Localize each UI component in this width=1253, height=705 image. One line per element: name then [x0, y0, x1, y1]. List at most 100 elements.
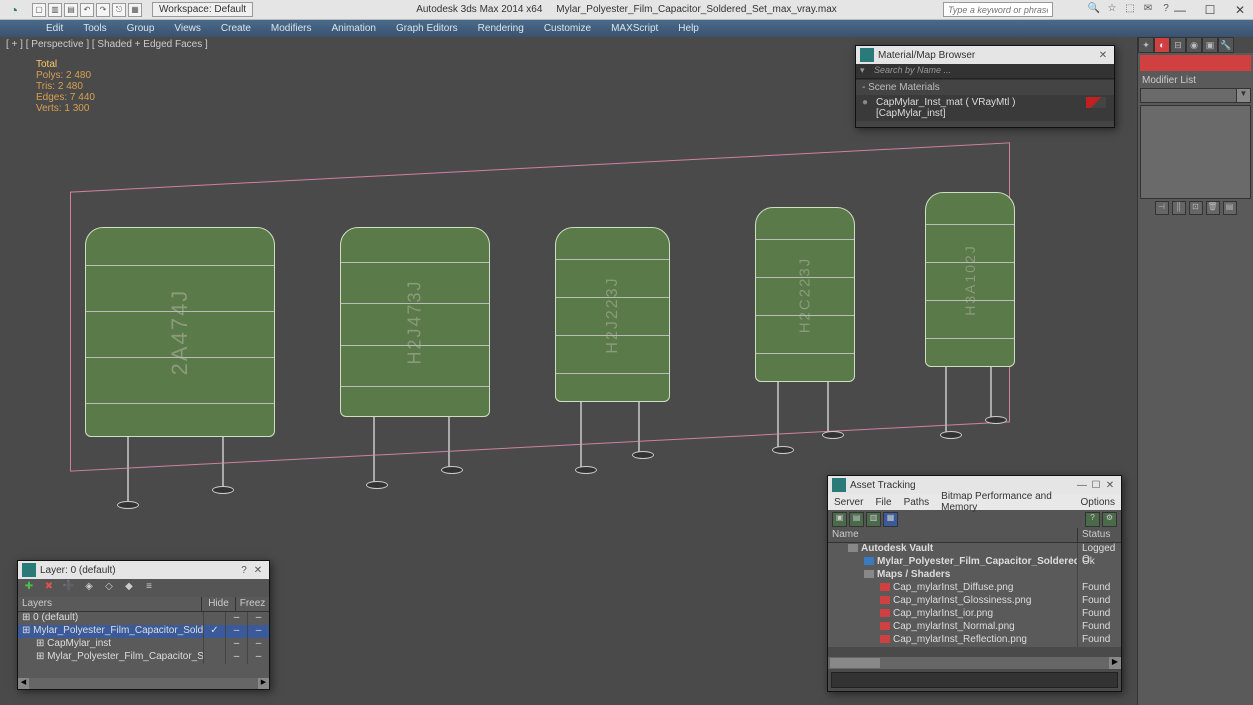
tab-modify-icon[interactable]: ◐	[1154, 37, 1170, 53]
asset-hscrollbar[interactable]: ▶	[828, 657, 1121, 669]
material-search-input[interactable]: Search by Name ...	[856, 64, 1114, 79]
panel-close-icon[interactable]: ✕	[251, 565, 265, 576]
tab-create-icon[interactable]: ✦	[1138, 37, 1154, 53]
exchange-icon[interactable]: ⬚	[1123, 3, 1137, 17]
panel-close-icon[interactable]: ✕	[1096, 50, 1110, 61]
asset-row[interactable]: Cap_mylarInst_ior.pngFound	[828, 608, 1121, 621]
commcenter-icon[interactable]: ✉	[1141, 3, 1155, 17]
menu-grapheditors[interactable]: Graph Editors	[386, 21, 468, 36]
app-icon[interactable]: ◔	[0, 0, 28, 20]
menu-create[interactable]: Create	[211, 21, 261, 36]
asset-help-icon[interactable]: ?	[1085, 512, 1100, 527]
menu-animation[interactable]: Animation	[321, 21, 385, 36]
chevron-down-icon[interactable]: ▼	[1236, 89, 1250, 102]
panel-help-icon[interactable]: ?	[237, 565, 251, 576]
layer-delete-icon[interactable]: ✖	[42, 581, 56, 595]
col-status[interactable]: Status	[1078, 528, 1121, 542]
workspace-selector[interactable]: Workspace: Default	[152, 2, 253, 17]
layer-row[interactable]: ⊞ Mylar_Polyester_Film_Capacitor_Soldere…	[18, 625, 269, 638]
panel-maximize-icon[interactable]: ☐	[1089, 480, 1103, 491]
asset-row[interactable]: Cap_mylarInst_Reflection.pngFound	[828, 634, 1121, 647]
material-browser-titlebar[interactable]: Material/Map Browser ✕	[856, 46, 1114, 64]
show-end-icon[interactable]: ║	[1172, 201, 1186, 215]
signin-icon[interactable]: ☆	[1105, 3, 1119, 17]
col-layers[interactable]: Layers	[18, 597, 201, 611]
asset-menu-server[interactable]: Server	[834, 497, 863, 508]
modifier-stack[interactable]	[1140, 105, 1251, 199]
quick-access-toolbar: ▢ ▥ ▤ ↶ ↷ ⎋ ▦	[28, 3, 146, 17]
panel-close-icon[interactable]: ✕	[1103, 480, 1117, 491]
menu-modifiers[interactable]: Modifiers	[261, 21, 322, 36]
tab-motion-icon[interactable]: ◉	[1186, 37, 1202, 53]
menu-tools[interactable]: Tools	[73, 21, 116, 36]
capacitor-mesh[interactable]: H3A102J	[925, 192, 1015, 367]
tab-display-icon[interactable]: ▣	[1202, 37, 1218, 53]
modifier-list-dropdown[interactable]: ▼	[1140, 88, 1251, 103]
layer-hide-icon[interactable]: ◆	[122, 581, 136, 595]
capacitor-mesh[interactable]: H2J473J	[340, 227, 490, 417]
asset-menu-options[interactable]: Options	[1081, 497, 1115, 508]
asset-row[interactable]: Autodesk VaultLogged O	[828, 543, 1121, 556]
asset-row[interactable]: Maps / Shaders	[828, 569, 1121, 582]
menu-customize[interactable]: Customize	[534, 21, 601, 36]
asset-menu-paths[interactable]: Paths	[904, 497, 930, 508]
col-hide[interactable]: Hide	[201, 597, 235, 611]
material-item[interactable]: CapMylar_Inst_mat ( VRayMtl ) [CapMylar_…	[856, 95, 1114, 121]
col-freeze[interactable]: Freez	[235, 597, 269, 611]
layer-row[interactable]: ⊞ 0 (default)––	[18, 612, 269, 625]
maximize-button[interactable]: ☐	[1201, 3, 1219, 17]
asset-tree-icon[interactable]: ▤	[849, 512, 864, 527]
layer-hscrollbar[interactable]: ◀▶	[18, 678, 269, 689]
asset-menu-bitmap[interactable]: Bitmap Performance and Memory	[941, 491, 1068, 513]
infocenter-icon[interactable]: 🔍	[1087, 3, 1101, 17]
asset-table-icon[interactable]: ▦	[883, 512, 898, 527]
configure-icon[interactable]: ▤	[1223, 201, 1237, 215]
asset-path-input[interactable]	[831, 672, 1118, 688]
capacitor-mesh[interactable]: H2C223J	[755, 207, 855, 382]
layer-add-icon[interactable]: ➕	[62, 581, 76, 595]
asset-list-icon[interactable]: ▥	[866, 512, 881, 527]
layer-row[interactable]: ⊞ CapMylar_inst––	[18, 638, 269, 651]
qat-link-icon[interactable]: ⎋	[112, 3, 126, 17]
menu-rendering[interactable]: Rendering	[468, 21, 534, 36]
asset-row[interactable]: Cap_mylarInst_Glossiness.pngFound	[828, 595, 1121, 608]
layer-highlight-icon[interactable]: ◇	[102, 581, 116, 595]
remove-mod-icon[interactable]: 🗑	[1206, 201, 1220, 215]
minimize-button[interactable]: —	[1171, 3, 1189, 17]
asset-opts-icon[interactable]: ⚙	[1102, 512, 1117, 527]
layer-select-icon[interactable]: ◈	[82, 581, 96, 595]
tab-hierarchy-icon[interactable]: ⊟	[1170, 37, 1186, 53]
menu-help[interactable]: Help	[668, 21, 709, 36]
qat-undo-icon[interactable]: ↶	[80, 3, 94, 17]
qat-new-icon[interactable]: ▢	[32, 3, 46, 17]
viewport-label[interactable]: [ + ] [ Perspective ] [ Shaded + Edged F…	[6, 39, 208, 50]
menu-views[interactable]: Views	[164, 21, 211, 36]
capacitor-mesh[interactable]: H2J223J	[555, 227, 670, 402]
pin-stack-icon[interactable]: ⊣	[1155, 201, 1169, 215]
menu-maxscript[interactable]: MAXScript	[601, 21, 668, 36]
col-name[interactable]: Name	[828, 528, 1078, 542]
layer-new-icon[interactable]: ✚	[22, 581, 36, 595]
layer-row[interactable]: ⊞ Mylar_Polyester_Film_Capacitor_Soldere…	[18, 651, 269, 664]
scene-materials-section[interactable]: - Scene Materials	[856, 79, 1114, 95]
layer-titlebar[interactable]: Layer: 0 (default) ? ✕	[18, 561, 269, 579]
asset-row[interactable]: Mylar_Polyester_Film_Capacitor_Soldered_…	[828, 556, 1121, 569]
qat-open-icon[interactable]: ▥	[48, 3, 62, 17]
asset-row[interactable]: Cap_mylarInst_Diffuse.pngFound	[828, 582, 1121, 595]
qat-redo-icon[interactable]: ↷	[96, 3, 110, 17]
capacitor-mesh[interactable]: 2A474J	[85, 227, 275, 437]
tab-utilities-icon[interactable]: 🔧	[1218, 37, 1234, 53]
panel-minimize-icon[interactable]: —	[1075, 480, 1089, 491]
asset-row[interactable]: Cap_mylarInst_Normal.pngFound	[828, 621, 1121, 634]
asset-refresh-icon[interactable]: ▣	[832, 512, 847, 527]
qat-proj-icon[interactable]: ▦	[128, 3, 142, 17]
menu-group[interactable]: Group	[117, 21, 165, 36]
close-button[interactable]: ✕	[1231, 3, 1249, 17]
layer-props-icon[interactable]: ≡	[142, 581, 156, 595]
menu-edit[interactable]: Edit	[36, 21, 73, 36]
help-search-input[interactable]	[943, 2, 1053, 17]
qat-save-icon[interactable]: ▤	[64, 3, 78, 17]
make-unique-icon[interactable]: ⊡	[1189, 201, 1203, 215]
object-name-field[interactable]	[1140, 55, 1251, 71]
asset-menu-file[interactable]: File	[875, 497, 891, 508]
